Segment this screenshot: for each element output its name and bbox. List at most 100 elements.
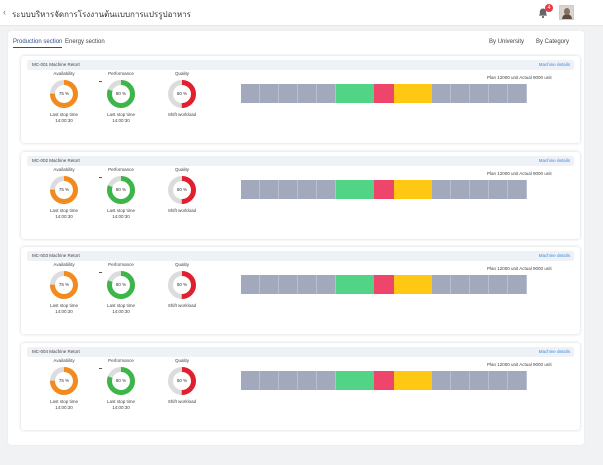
quality-sub-label: Shift workload — [167, 399, 197, 404]
availability-sub-label: Last stop time — [49, 208, 78, 213]
timeline-segment-green — [336, 84, 356, 103]
quality-value: 50 % — [176, 91, 188, 96]
timeline-segment-grey — [279, 180, 299, 199]
machine-details-link[interactable]: Machine details — [538, 158, 570, 163]
chevron-left-icon[interactable]: ‹ — [3, 7, 6, 17]
timeline-segment-grey — [260, 371, 280, 390]
performance-value: 80 % — [115, 91, 127, 96]
timeline-segment-grey — [279, 371, 299, 390]
quality-gauge: 50 % — [167, 366, 197, 396]
performance-marker — [99, 177, 102, 178]
timeline-segment-red — [374, 371, 394, 390]
performance-time: 14:00:30 — [112, 214, 130, 219]
availability-time: 14:00:30 — [55, 214, 73, 219]
availability-metric: Availability 75 % Last stop time 14:00:30 — [39, 262, 89, 315]
timeline-segment-red — [374, 180, 394, 199]
performance-sub-label: Last stop time — [106, 399, 135, 404]
quality-value: 50 % — [176, 378, 188, 383]
actual-text: Actual 9000 unit — [519, 171, 552, 176]
availability-value: 75 % — [58, 187, 70, 192]
top-bar: ‹ ระบบบริหารจัดการโรงงานต้นแบบการแปรรูปอ… — [0, 0, 603, 26]
performance-marker — [99, 272, 102, 273]
timeline-segment-grey — [298, 275, 318, 294]
timeline-segment-grey — [241, 84, 261, 103]
quality-value: 50 % — [176, 282, 188, 287]
machine-card-header: MC-001 Machine Retort Machine details — [27, 60, 574, 70]
timeline-segment-grey — [450, 180, 470, 199]
machine-details-link[interactable]: Machine details — [538, 253, 570, 258]
quality-sub-label: Shift workload — [167, 303, 197, 308]
performance-sub-label: Last stop time — [106, 303, 135, 308]
timeline-segment-green — [355, 84, 375, 103]
plan-text: Plan 12000 unit — [487, 266, 519, 271]
timeline-segment-grey — [260, 180, 280, 199]
availability-value: 75 % — [58, 282, 70, 287]
view-by-university[interactable]: By University — [489, 39, 525, 45]
machine-card: MC-002 Machine Retort Machine details Avai… — [21, 152, 580, 239]
timeline-segment-green — [336, 275, 356, 294]
plan-actual-summary: Plan 12000 unit Actual 9000 unit — [487, 171, 552, 177]
timeline-segment-grey — [507, 275, 527, 294]
performance-time: 14:00:30 — [112, 118, 130, 123]
actual-text: Actual 9000 unit — [519, 266, 552, 271]
availability-metric: Availability 75 % Last stop time 14:00:30 — [39, 71, 89, 124]
machine-details-link[interactable]: Machine details — [538, 349, 570, 354]
machine-card-header: MC-004 Machine Retort Machine details — [27, 347, 574, 357]
timeline-segment-green — [355, 371, 375, 390]
performance-metric: Performance 80 % Last stop time 14:00:30 — [96, 167, 146, 220]
performance-metric: Performance 80 % Last stop time 14:00:30 — [96, 262, 146, 315]
timeline-segment-green — [355, 180, 375, 199]
timeline-segment-grey — [431, 275, 451, 294]
timeline-segment-grey — [279, 84, 299, 103]
notification-badge: 4 — [545, 4, 553, 12]
avatar[interactable] — [559, 5, 574, 20]
performance-time: 14:00:30 — [112, 309, 130, 314]
availability-label: Availability — [53, 262, 75, 267]
performance-metric: Performance 80 % Last stop time 14:00:30 — [96, 71, 146, 124]
status-timeline — [241, 275, 527, 294]
availability-time: 14:00:30 — [55, 118, 73, 123]
timeline-segment-yellow — [393, 371, 413, 390]
availability-gauge: 75 % — [49, 270, 79, 300]
performance-label: Performance — [108, 262, 134, 267]
performance-gauge: 80 % — [106, 175, 136, 205]
timeline-segment-grey — [260, 84, 280, 103]
timeline-segment-yellow — [412, 371, 432, 390]
availability-gauge: 75 % — [49, 366, 79, 396]
timeline-segment-grey — [431, 180, 451, 199]
tab-production-section[interactable]: Production section — [13, 38, 63, 48]
quality-metric: Quality 50 % Shift workload — [157, 167, 207, 214]
tab-energy-section[interactable]: Energy section — [65, 39, 105, 45]
timeline-segment-yellow — [412, 180, 432, 199]
availability-value: 75 % — [58, 378, 70, 383]
availability-time: 14:00:30 — [55, 309, 73, 314]
status-timeline — [241, 180, 527, 199]
view-by-category[interactable]: By Category — [536, 39, 570, 45]
timeline-segment-green — [355, 275, 375, 294]
main-panel: Production section Energy section By Uni… — [8, 31, 584, 445]
timeline-segment-grey — [450, 371, 470, 390]
availability-sub-label: Last stop time — [49, 399, 78, 404]
machine-name: MC-003 Machine Retort — [32, 253, 80, 258]
performance-gauge: 80 % — [106, 270, 136, 300]
quality-gauge: 50 % — [167, 79, 197, 109]
plan-actual-summary: Plan 12000 unit Actual 9000 unit — [487, 266, 552, 272]
performance-marker — [99, 81, 102, 82]
performance-gauge: 80 % — [106, 79, 136, 109]
actual-text: Actual 9000 unit — [519, 75, 552, 80]
timeline-segment-grey — [488, 180, 508, 199]
machine-name: MC-002 Machine Retort — [32, 158, 80, 163]
timeline-segment-grey — [317, 371, 337, 390]
plan-text: Plan 12000 unit — [487, 171, 519, 176]
performance-label: Performance — [108, 358, 134, 363]
performance-label: Performance — [108, 71, 134, 76]
app-title: ระบบบริหารจัดการโรงงานต้นแบบการแปรรูปอาห… — [12, 10, 191, 19]
timeline-segment-yellow — [412, 275, 432, 294]
timeline-segment-grey — [317, 84, 337, 103]
quality-value: 50 % — [176, 187, 188, 192]
availability-label: Availability — [53, 71, 75, 76]
timeline-segment-grey — [298, 84, 318, 103]
timeline-segment-yellow — [393, 84, 413, 103]
timeline-segment-red — [374, 275, 394, 294]
machine-details-link[interactable]: Machine details — [538, 62, 570, 67]
